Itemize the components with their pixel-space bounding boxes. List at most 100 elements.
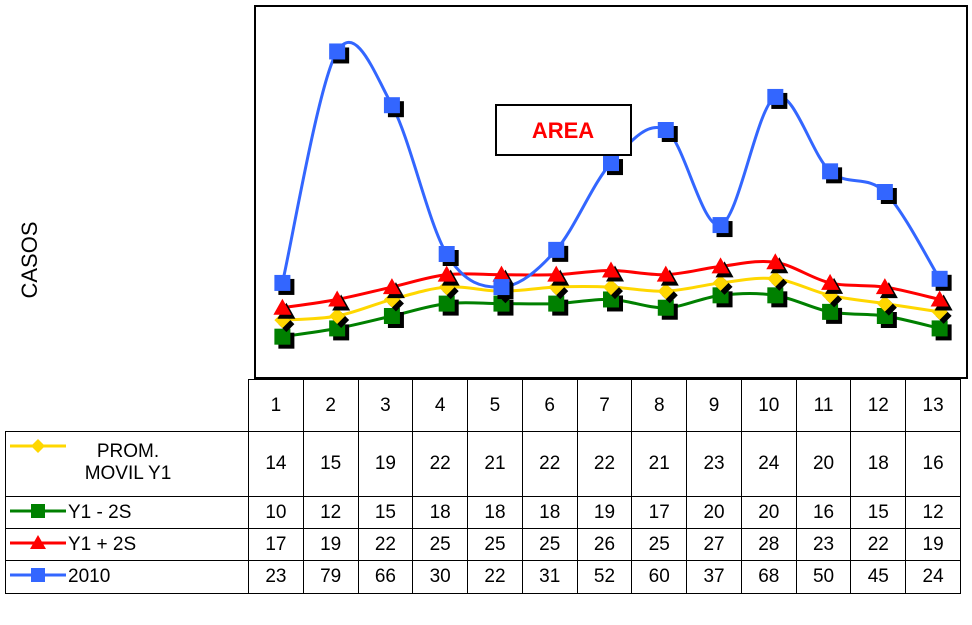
data-cell: 22 bbox=[412, 431, 469, 497]
series-3-point-3 bbox=[383, 97, 404, 118]
data-cell: 17 bbox=[248, 528, 304, 561]
series-2-point-8 bbox=[656, 265, 679, 286]
x-tick-label: 12 bbox=[850, 379, 907, 432]
series-3-point-12 bbox=[876, 184, 897, 204]
legend-label: PROM. MOVIL Y1 bbox=[84, 441, 172, 484]
series-2-point-11 bbox=[821, 273, 844, 294]
data-cell: 14 bbox=[248, 431, 304, 497]
series-3-point-11 bbox=[822, 163, 843, 184]
series-layer bbox=[273, 41, 953, 349]
series-2-point-4 bbox=[437, 265, 460, 286]
x-tick-label: 1 bbox=[248, 379, 304, 432]
data-cell: 12 bbox=[302, 496, 359, 529]
series-3-point-3-shape bbox=[383, 97, 400, 114]
series-2-point-8-shape bbox=[656, 265, 675, 282]
series-2-point-5-shape bbox=[492, 265, 511, 282]
x-tick-label: 3 bbox=[357, 379, 414, 432]
data-cell: 19 bbox=[357, 431, 414, 497]
x-tick-label: 9 bbox=[686, 379, 742, 432]
series-2-point-12-shape bbox=[875, 278, 894, 295]
series-3-point-6 bbox=[548, 241, 569, 262]
annotation-text: AREA bbox=[532, 118, 594, 143]
series-2-point-11-shape bbox=[821, 273, 840, 290]
series-2-point-9-shape bbox=[711, 257, 730, 274]
data-cell: 26 bbox=[576, 528, 633, 561]
series-0-point-10-shape bbox=[767, 270, 784, 287]
series-2-point-10 bbox=[766, 253, 789, 274]
series-2-point-3-shape bbox=[382, 278, 401, 295]
data-cell: 22 bbox=[467, 560, 523, 594]
series-3-point-8-shape bbox=[657, 122, 674, 138]
data-cell: 24 bbox=[740, 431, 797, 497]
data-cell: 17 bbox=[631, 496, 688, 529]
data-cell: 23 bbox=[248, 560, 304, 594]
series-3-point-10-shape bbox=[767, 88, 784, 105]
table-row: Y1 + 2S 17 19 22 25 25 25 26 25 27 28 23 22 19 bbox=[5, 528, 961, 561]
annotation-frame bbox=[495, 104, 632, 156]
data-cell: 30 bbox=[412, 560, 469, 594]
table-corner bbox=[6, 380, 249, 432]
data-cell: 68 bbox=[740, 560, 797, 594]
data-cell: 25 bbox=[467, 528, 523, 561]
data-cell: 15 bbox=[357, 496, 414, 529]
data-cell: 20 bbox=[686, 496, 742, 529]
annotation-box: AREA bbox=[495, 104, 632, 156]
series-2-point-7 bbox=[602, 261, 625, 282]
x-tick-label: 2 bbox=[302, 379, 359, 432]
series-1-point-11-shape bbox=[822, 303, 839, 320]
series-1-point-13 bbox=[931, 320, 952, 341]
series-3-point-5 bbox=[493, 279, 514, 300]
legend-entry: Y1 + 2S bbox=[5, 528, 249, 561]
data-cell: 10 bbox=[248, 496, 304, 529]
series-3-point-12-shape bbox=[876, 184, 893, 200]
series-1-point-6-shape bbox=[548, 295, 565, 312]
series-1-point-10 bbox=[767, 287, 788, 308]
table-row: 2010 23 79 66 30 22 31 52 60 37 68 50 45 24 bbox=[5, 560, 961, 594]
series-1-point-10-shape bbox=[767, 287, 784, 304]
series-2-point-9 bbox=[711, 257, 734, 278]
series-1-point-1 bbox=[274, 328, 295, 349]
series-2-point-2 bbox=[328, 290, 351, 311]
legend-label: 2010 bbox=[68, 566, 111, 587]
data-cell: 22 bbox=[521, 431, 578, 497]
legend-swatch bbox=[10, 535, 66, 549]
series-3-point-4 bbox=[438, 246, 459, 266]
data-cell: 16 bbox=[905, 431, 961, 497]
data-cell: 20 bbox=[795, 431, 852, 497]
data-cell: 25 bbox=[412, 528, 469, 561]
data-cell: 23 bbox=[795, 528, 852, 561]
series-3-point-1 bbox=[274, 274, 295, 295]
data-cell: 19 bbox=[905, 528, 961, 561]
series-1-point-8-shape bbox=[657, 299, 674, 316]
legend-swatch bbox=[10, 439, 66, 453]
data-cell: 60 bbox=[631, 560, 688, 594]
series-3-point-11-shape bbox=[822, 163, 839, 180]
data-cell: 21 bbox=[467, 431, 523, 497]
series-0-point-8 bbox=[657, 283, 678, 304]
data-cell: 23 bbox=[686, 431, 742, 497]
series-3-point-4-shape bbox=[438, 246, 455, 262]
data-cell: 19 bbox=[302, 528, 359, 561]
data-cell: 22 bbox=[576, 431, 633, 497]
series-3-line bbox=[280, 41, 941, 289]
data-table: 1 2 3 4 5 6 7 8 9 10 11 12 13 PROM. MOVIL Y1 14 15 19 22 2… bbox=[5, 379, 961, 594]
series-1-point-1-shape bbox=[274, 328, 291, 345]
series-2-point-1-shape bbox=[273, 298, 292, 315]
series-3-point-13 bbox=[931, 270, 952, 291]
series-0-point-2-shape bbox=[329, 308, 346, 324]
data-cell: 18 bbox=[850, 431, 907, 497]
table-header-row: 1 2 3 4 5 6 7 8 9 10 11 12 13 bbox=[6, 379, 961, 432]
legend-swatch bbox=[10, 504, 66, 518]
series-0-point-9 bbox=[712, 274, 733, 295]
series-1-point-8 bbox=[657, 299, 678, 320]
series-2-point-12 bbox=[875, 278, 898, 299]
series-0-point-10 bbox=[767, 270, 788, 291]
data-cell: 31 bbox=[521, 560, 578, 594]
series-2-point-2-shape bbox=[328, 290, 347, 307]
series-0-point-12-shape bbox=[876, 295, 893, 312]
series-2-point-13 bbox=[930, 290, 953, 311]
series-2-point-3 bbox=[382, 278, 405, 299]
series-2-point-10-shape bbox=[766, 253, 785, 270]
x-tick-label: 11 bbox=[795, 379, 852, 432]
series-3-point-8 bbox=[657, 122, 678, 142]
